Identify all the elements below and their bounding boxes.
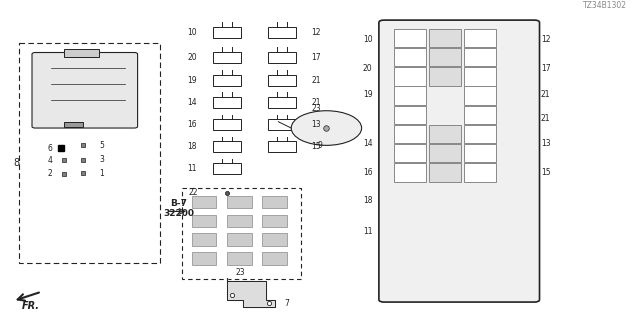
Text: 4: 4	[47, 156, 52, 164]
Text: 21: 21	[541, 91, 550, 100]
Text: 23: 23	[312, 104, 322, 113]
Bar	[192, 252, 216, 265]
Bar	[213, 164, 241, 174]
Text: 10: 10	[363, 36, 372, 44]
Bar	[394, 106, 426, 124]
Bar	[429, 144, 461, 162]
Text: 18: 18	[363, 196, 372, 205]
Bar	[429, 163, 461, 181]
Text: FR.: FR.	[22, 301, 40, 311]
Bar	[268, 52, 296, 63]
Text: 20: 20	[363, 64, 372, 73]
Bar	[213, 141, 241, 152]
Text: 13: 13	[541, 139, 550, 148]
Bar	[268, 141, 296, 152]
Bar	[464, 48, 496, 66]
Text: 12: 12	[541, 36, 550, 44]
Bar	[213, 52, 241, 63]
Bar	[464, 106, 496, 124]
Bar	[429, 67, 461, 85]
Bar	[429, 125, 461, 143]
Bar	[268, 119, 296, 131]
Text: 3: 3	[99, 155, 104, 164]
Text: 10: 10	[188, 28, 197, 36]
Text: 13: 13	[312, 120, 321, 129]
Bar	[464, 144, 496, 162]
Circle shape	[291, 111, 362, 145]
Text: 1: 1	[99, 169, 104, 178]
Bar	[64, 49, 99, 57]
Text: 21: 21	[312, 76, 321, 85]
Bar	[227, 234, 252, 246]
Text: 19: 19	[363, 91, 372, 100]
Text: B-7
32200: B-7 32200	[163, 199, 194, 218]
Text: 16: 16	[363, 168, 372, 177]
Text: 17: 17	[541, 64, 550, 73]
Text: 21: 21	[312, 98, 321, 107]
Bar	[227, 252, 252, 265]
Bar	[429, 29, 461, 47]
Bar	[192, 234, 216, 246]
Bar	[213, 119, 241, 131]
Bar	[394, 144, 426, 162]
Bar	[464, 67, 496, 85]
Text: 5: 5	[99, 141, 104, 150]
Bar	[192, 196, 216, 208]
Text: 16: 16	[188, 120, 197, 129]
Text: 6: 6	[47, 144, 52, 153]
Bar	[182, 188, 301, 279]
Text: 8: 8	[13, 158, 19, 168]
Polygon shape	[227, 277, 275, 308]
Text: 17: 17	[312, 53, 321, 62]
Bar	[268, 97, 296, 108]
Text: 9: 9	[317, 141, 323, 150]
Bar	[262, 234, 287, 246]
Bar	[262, 196, 287, 208]
Text: 2: 2	[48, 169, 52, 178]
Text: 11: 11	[363, 228, 372, 236]
Text: 22: 22	[189, 188, 198, 197]
Bar	[394, 48, 426, 66]
Bar	[268, 75, 296, 86]
Bar	[19, 43, 160, 263]
Bar	[464, 163, 496, 181]
Bar	[464, 86, 496, 105]
Text: 15: 15	[312, 142, 321, 151]
Bar	[192, 215, 216, 227]
Bar	[213, 75, 241, 86]
Bar	[464, 125, 496, 143]
Bar	[213, 27, 241, 37]
Bar	[394, 163, 426, 181]
Text: 19: 19	[188, 76, 197, 85]
Bar	[262, 215, 287, 227]
Text: 11: 11	[188, 164, 197, 173]
Bar	[394, 67, 426, 85]
Text: TZ34B1302: TZ34B1302	[583, 1, 627, 10]
Bar	[227, 196, 252, 208]
Text: 12: 12	[312, 28, 321, 36]
Text: 23: 23	[235, 268, 245, 276]
Text: 21: 21	[541, 114, 550, 123]
Bar	[394, 86, 426, 105]
Text: 14: 14	[188, 98, 197, 107]
Bar	[64, 122, 83, 127]
Text: 14: 14	[363, 139, 372, 148]
Bar	[262, 252, 287, 265]
Bar	[227, 215, 252, 227]
Bar	[394, 125, 426, 143]
Text: 15: 15	[541, 168, 550, 177]
FancyBboxPatch shape	[32, 52, 138, 128]
Bar	[464, 29, 496, 47]
Bar	[213, 97, 241, 108]
Bar	[394, 29, 426, 47]
Text: 20: 20	[188, 53, 197, 62]
FancyBboxPatch shape	[379, 20, 540, 302]
Text: 7: 7	[285, 299, 290, 308]
Bar	[429, 48, 461, 66]
Text: 18: 18	[188, 142, 197, 151]
Bar	[268, 27, 296, 37]
